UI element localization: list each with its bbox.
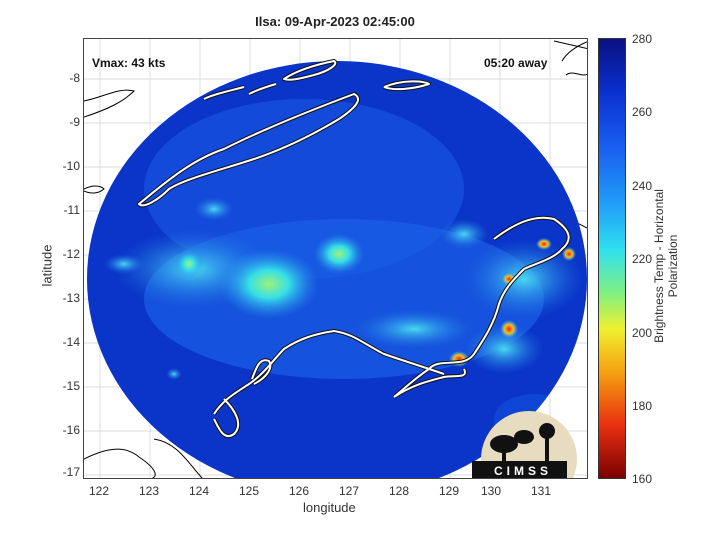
- colorbar-label: Brightness Temp - Horizontal Polarizatio…: [652, 189, 680, 343]
- chart-title: Ilsa: 09-Apr-2023 02:45:00: [255, 14, 415, 29]
- y-tick-label: -16: [62, 423, 80, 437]
- y-tick-label: -12: [62, 247, 80, 261]
- y-tick-label: -8: [69, 71, 80, 85]
- y-tick-label: -13: [62, 291, 80, 305]
- y-tick-label: -15: [62, 379, 80, 393]
- microwave-map: [84, 39, 587, 478]
- cimss-logo: [472, 411, 577, 478]
- y-tick-label: -11: [63, 203, 80, 217]
- y-axis-label: latitude: [39, 244, 55, 287]
- x-tick-label: 126: [288, 484, 310, 498]
- y-tick-label: -14: [62, 335, 80, 349]
- x-tick-label: 129: [438, 484, 460, 498]
- colorbar-tick-label: 220: [632, 252, 653, 266]
- colorbar-tick-label: 280: [632, 32, 653, 46]
- colorbar-tick-label: 160: [632, 472, 653, 486]
- colorbar: [598, 38, 626, 479]
- y-tick-label: -9: [69, 115, 80, 129]
- x-tick-label: 130: [480, 484, 502, 498]
- brightness-temp-swath: [87, 61, 587, 478]
- colorbar-tick-label: 180: [632, 399, 653, 413]
- cimss-logo-text: CIMSS: [493, 464, 552, 478]
- map-plot-area: CIMSS Vmax: 43 kts 05:20 away: [83, 38, 588, 479]
- y-tick-label: -10: [62, 159, 80, 173]
- x-tick-label: 125: [238, 484, 260, 498]
- x-tick-label: 127: [338, 484, 360, 498]
- x-tick-label: 124: [188, 484, 210, 498]
- x-tick-label: 131: [530, 484, 552, 498]
- x-tick-label: 128: [388, 484, 410, 498]
- y-tick-label: -17: [62, 465, 80, 479]
- x-axis-label: longitude: [303, 500, 356, 515]
- vmax-label: Vmax: 43 kts: [92, 56, 166, 70]
- colorbar-tick-label: 260: [632, 105, 653, 119]
- time-away-label: 05:20 away: [484, 56, 548, 70]
- x-tick-label: 123: [138, 484, 160, 498]
- coastlines: [137, 59, 571, 439]
- colorbar-tick-label: 240: [632, 179, 653, 193]
- x-tick-label: 122: [88, 484, 110, 498]
- colorbar-tick-label: 200: [632, 326, 653, 340]
